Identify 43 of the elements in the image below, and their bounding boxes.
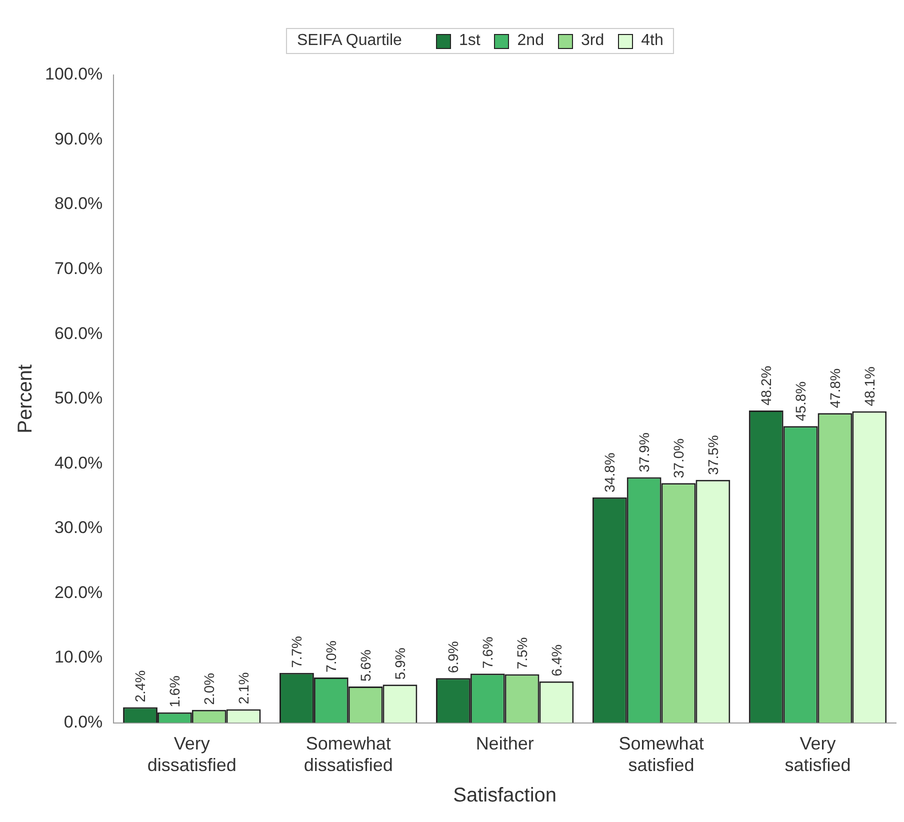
- data-label: 48.2%: [758, 366, 774, 406]
- x-tick-label: Very satisfied: [784, 734, 851, 776]
- data-label: 7.7%: [288, 636, 305, 668]
- y-tick-label: 80.0%: [54, 194, 103, 214]
- legend-label: 3rd: [580, 32, 604, 50]
- y-tick-label: 20.0%: [54, 582, 103, 602]
- data-label: 2.0%: [200, 672, 217, 705]
- y-axis-title: Percent: [14, 364, 37, 434]
- data-label: 45.8%: [792, 381, 808, 422]
- x-tick-label: Neither: [476, 734, 534, 754]
- data-label: 6.9%: [445, 641, 462, 674]
- y-tick-label: 50.0%: [54, 388, 103, 408]
- data-label: 37.0%: [670, 438, 686, 478]
- data-label: 1.6%: [166, 676, 183, 708]
- data-label: 2.4%: [132, 670, 148, 702]
- data-label: 7.0%: [323, 640, 340, 672]
- y-tick-label: 10.0%: [54, 648, 103, 667]
- x-tick-label: Somewhat satisfied: [618, 734, 704, 776]
- y-tick-label: 40.0%: [54, 453, 103, 472]
- y-tick-label: 0.0%: [64, 712, 103, 732]
- data-label: 7.5%: [514, 637, 530, 670]
- data-label: 7.6%: [479, 636, 496, 669]
- data-label: 5.9%: [392, 648, 408, 680]
- data-label: 2.1%: [235, 672, 252, 704]
- y-tick-label: 70.0%: [54, 259, 103, 278]
- legend-label: 1st: [458, 32, 480, 50]
- data-label: 34.8%: [602, 452, 618, 492]
- y-tick-label: 90.0%: [54, 129, 103, 148]
- data-label: 47.8%: [826, 368, 843, 408]
- data-label: 6.4%: [548, 644, 564, 676]
- legend-title: SEIFA Quartile: [297, 32, 402, 50]
- x-axis-title: Satisfaction: [453, 784, 557, 807]
- data-label: 5.6%: [357, 650, 374, 682]
- x-tick-label: Somewhat dissatisfied: [304, 734, 393, 776]
- legend-label: 2nd: [517, 32, 544, 50]
- x-tick-label: Very dissatisfied: [147, 734, 236, 776]
- y-tick-label: 60.0%: [54, 324, 103, 343]
- data-label: 48.1%: [861, 366, 878, 406]
- y-tick-label: 30.0%: [54, 518, 103, 538]
- data-label: 37.5%: [704, 435, 721, 475]
- y-tick-label: 100.0%: [44, 64, 103, 84]
- legend-label: 4th: [641, 32, 664, 50]
- data-label: 37.9%: [636, 432, 652, 472]
